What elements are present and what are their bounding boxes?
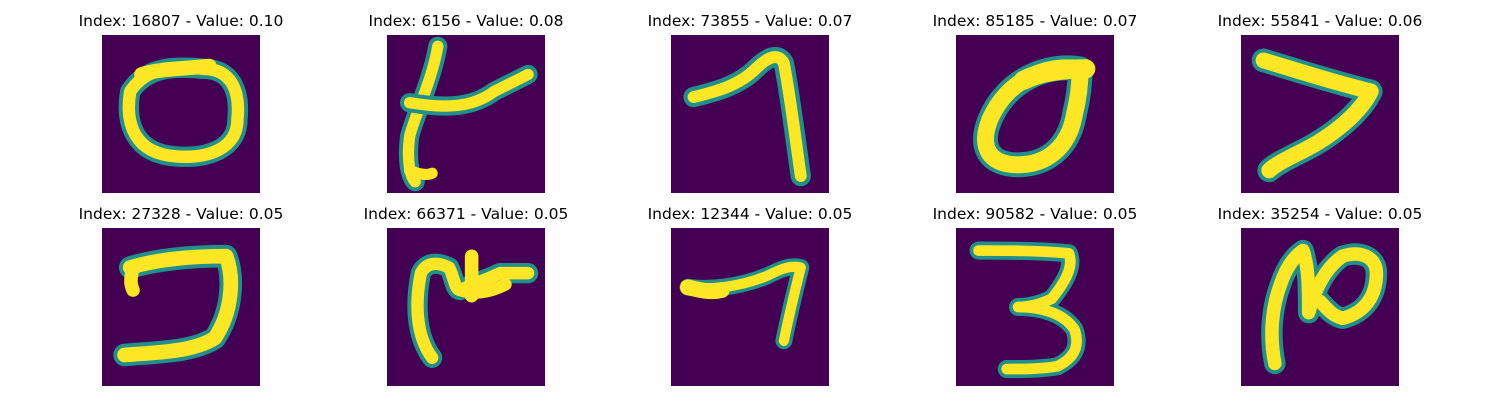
panel-title: Index: 55841 - Value: 0.06 <box>1217 12 1423 30</box>
panel-10: Index: 35254 - Value: 0.05 <box>1195 205 1445 395</box>
loop-shape-icon <box>1241 228 1399 386</box>
panel-6: Index: 27328 - Value: 0.05 <box>56 205 306 395</box>
panel-title: Index: 6156 - Value: 0.08 <box>368 12 564 30</box>
digit-7-open-icon <box>1241 35 1399 193</box>
panel-title: Index: 66371 - Value: 0.05 <box>363 205 569 223</box>
panel-title: Index: 16807 - Value: 0.10 <box>78 12 284 30</box>
zero-oval-icon <box>102 35 260 193</box>
panel-title: Index: 27328 - Value: 0.05 <box>78 205 284 223</box>
panel-4: Index: 85185 - Value: 0.07 <box>910 12 1160 202</box>
digit-4-like-icon <box>387 35 545 193</box>
panel-title: Index: 12344 - Value: 0.05 <box>647 205 853 223</box>
panel-title: Index: 90582 - Value: 0.05 <box>932 205 1138 223</box>
digit-7-thin-icon <box>671 228 829 386</box>
panel-3: Index: 73855 - Value: 0.07 <box>625 12 875 202</box>
panel-title: Index: 73855 - Value: 0.07 <box>647 12 853 30</box>
hook-shape-icon <box>102 228 260 386</box>
arch-cross-icon <box>387 228 545 386</box>
panel-title: Index: 35254 - Value: 0.05 <box>1217 205 1423 223</box>
panel-7: Index: 66371 - Value: 0.05 <box>341 205 591 395</box>
panel-5: Index: 55841 - Value: 0.06 <box>1195 12 1445 202</box>
panel-1: Index: 16807 - Value: 0.10 <box>56 12 306 202</box>
panel-8: Index: 12344 - Value: 0.05 <box>625 205 875 395</box>
panel-2: Index: 6156 - Value: 0.08 <box>341 12 591 202</box>
digit-7-icon <box>671 35 829 193</box>
panel-title: Index: 85185 - Value: 0.07 <box>932 12 1138 30</box>
digit-3-icon <box>956 228 1114 386</box>
zero-tilted-icon <box>956 35 1114 193</box>
panel-9: Index: 90582 - Value: 0.05 <box>910 205 1160 395</box>
